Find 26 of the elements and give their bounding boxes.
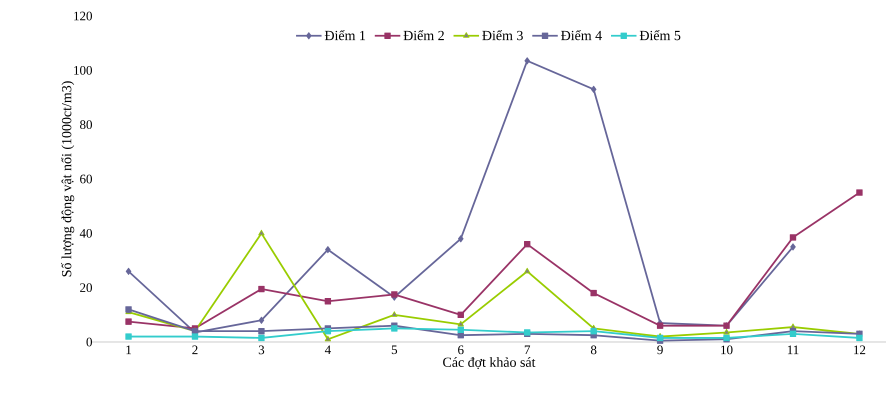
x-tick-label: 3 [258,346,264,354]
x-tick-label: 6 [458,346,464,354]
x-tick-label: 5 [392,346,398,354]
legend-label: Điểm 5 [640,30,680,40]
y-tick-label: 80 [80,120,92,130]
y-tick-label: 120 [74,12,92,20]
x-tick-label: 7 [524,346,530,354]
legend-label: Điểm 4 [561,30,602,40]
y-tick-label: 0 [86,338,92,346]
legend-label: Điểm 3 [482,30,523,40]
x-tick-label: 1 [126,346,132,354]
x-tick-label: 2 [192,346,198,354]
y-axis-title: Số lượng động vật nổi (1000ct/m3) [61,81,74,276]
x-tick-label: 8 [590,346,596,354]
y-tick-label: 20 [80,283,92,292]
x-tick-label: 11 [788,346,798,354]
y-tick-label: 100 [74,66,92,75]
x-tick-label: 9 [657,346,663,354]
x-tick-label: 10 [721,346,733,354]
y-tick-label: 40 [80,228,92,238]
x-tick-label: 12 [854,346,866,354]
legend-label: Điểm 1 [324,30,366,40]
y-tick-label: 60 [80,174,92,184]
x-tick-label: 4 [324,346,331,354]
x-axis-title: Các đợt khảo sát [443,357,536,370]
legend-label: Điểm 2 [404,30,444,40]
